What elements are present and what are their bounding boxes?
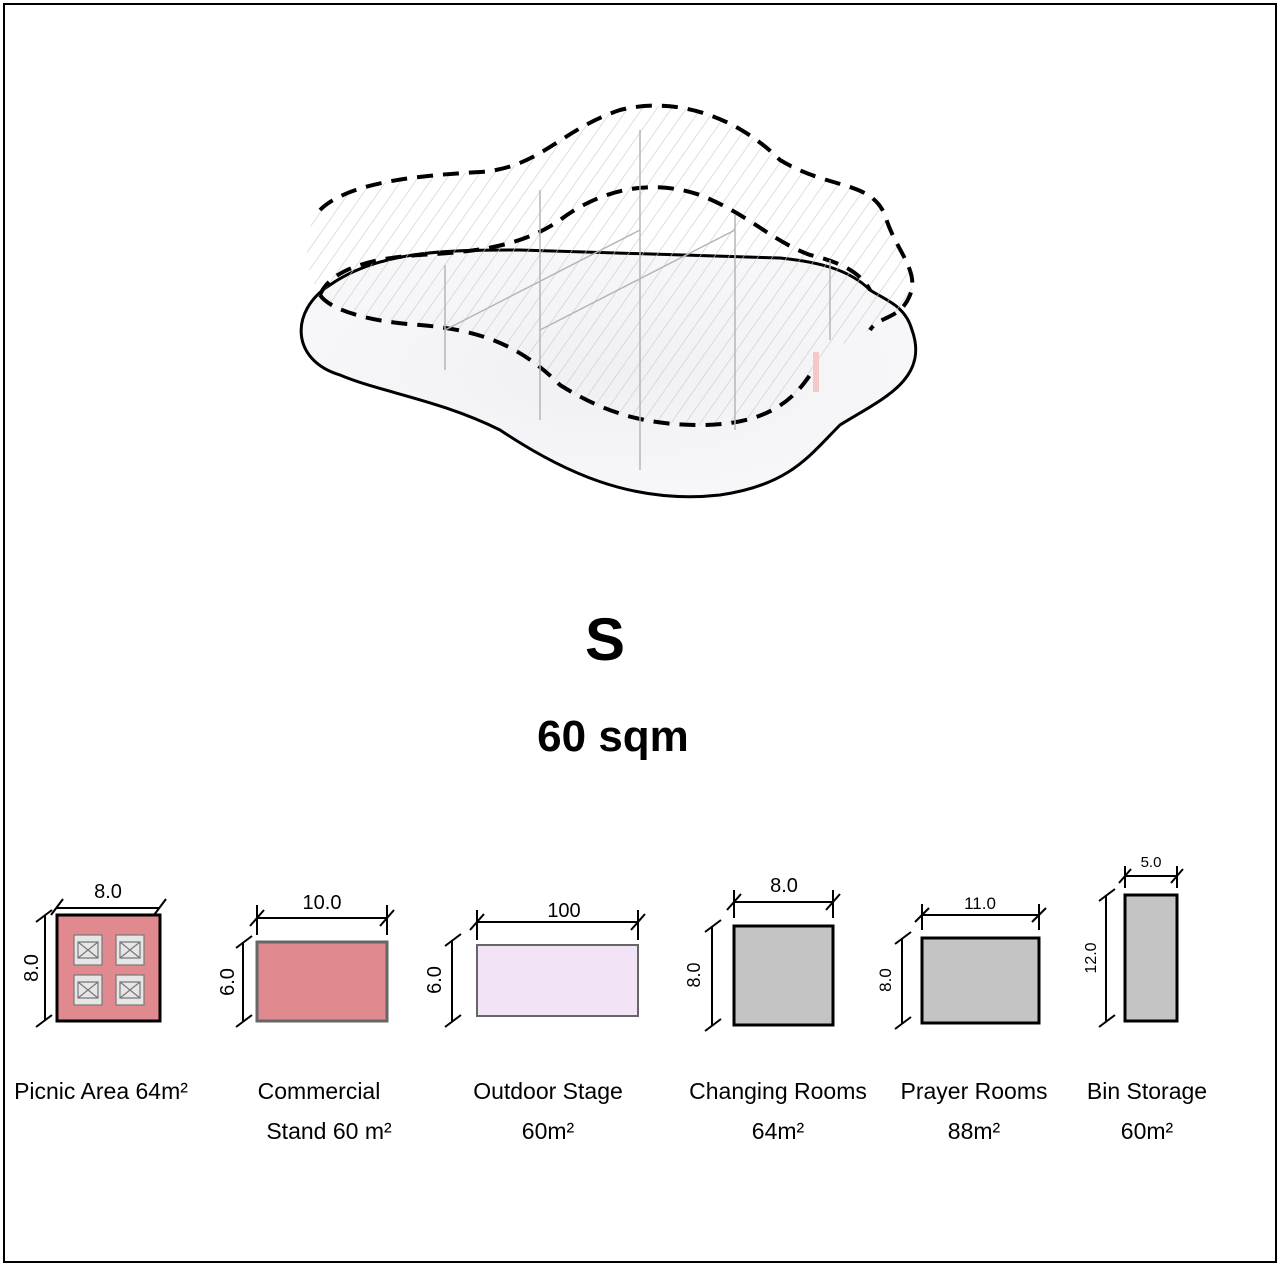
bin-storage-plan: 5.0 12.0 <box>1083 854 1184 1028</box>
bin-depth-label: 12.0 <box>1083 942 1100 973</box>
picnic-width-label: 8.0 <box>94 881 122 903</box>
caption-picnic-area: Picnic Area 64m² <box>4 1071 198 1111</box>
module-plans: 8.0 8.0 10.0 6.0 100 6.0 <box>21 854 1184 1032</box>
picnic-table-icons <box>73 934 145 1006</box>
bin-storage-rect <box>1123 893 1179 1023</box>
size-area-label: 60 sqm <box>537 712 689 761</box>
commercial-depth-label: 6.0 <box>217 968 239 996</box>
commercial-stand-plan: 10.0 6.0 <box>217 892 395 1028</box>
changing-rooms-plan: 8.0 8.0 <box>684 875 841 1032</box>
caption-outdoor-stage: Outdoor Stage 60m² <box>453 1071 643 1151</box>
stage-depth-label: 6.0 <box>424 966 446 994</box>
page-frame <box>3 3 1277 1263</box>
marker-post <box>813 352 819 392</box>
picnic-area-plan: 8.0 8.0 <box>21 881 167 1028</box>
caption-bin-storage-line1: Bin Storage <box>1086 1078 1208 1104</box>
caption-changing-rooms-line1: Changing Rooms <box>689 1078 867 1104</box>
caption-prayer-rooms: Prayer Rooms 88m² <box>884 1071 1064 1151</box>
caption-outdoor-stage-line2: 60m² <box>521 1118 575 1144</box>
prayer-width-label: 11.0 <box>964 894 996 913</box>
caption-prayer-rooms-line2: 88m² <box>947 1118 1001 1144</box>
bin-width-label: 5.0 <box>1141 854 1162 871</box>
picnic-depth-label: 8.0 <box>21 954 43 982</box>
caption-changing-rooms: Changing Rooms 64m² <box>678 1071 878 1151</box>
caption-commercial-stand-line2: Stand 60 m² <box>266 1118 392 1144</box>
canopy-blob <box>306 105 913 425</box>
caption-changing-rooms-line2: 64m² <box>751 1118 805 1144</box>
outdoor-stage-plan: 100 6.0 <box>424 900 646 1028</box>
outdoor-stage-rect <box>476 944 639 1017</box>
caption-commercial-stand-line1: Commercial <box>257 1078 381 1104</box>
commercial-stand-rect <box>255 940 389 1023</box>
caption-bin-storage-line2: 60m² <box>1120 1118 1174 1144</box>
canopy-poles <box>444 130 831 470</box>
prayer-rooms-plan: 11.0 8.0 <box>876 894 1047 1030</box>
changing-rooms-rect <box>732 924 835 1027</box>
caption-commercial-stand: Commercial Stand 60 m² <box>224 1071 414 1151</box>
caption-prayer-rooms-line1: Prayer Rooms <box>900 1078 1048 1104</box>
prayer-depth-label: 8.0 <box>876 968 895 992</box>
commercial-width-label: 10.0 <box>303 892 342 914</box>
caption-outdoor-stage-line1: Outdoor Stage <box>473 1078 623 1104</box>
prayer-rooms-rect <box>920 936 1041 1025</box>
stage-width-label: 100 <box>547 900 580 922</box>
size-title: S <box>584 606 626 673</box>
changing-depth-label: 8.0 <box>684 962 704 987</box>
changing-width-label: 8.0 <box>770 875 798 897</box>
isometric-site-illustration <box>299 103 918 499</box>
caption-bin-storage: Bin Storage 60m² <box>1072 1071 1222 1151</box>
caption-picnic-area-line1: Picnic Area 64m² <box>14 1078 188 1104</box>
